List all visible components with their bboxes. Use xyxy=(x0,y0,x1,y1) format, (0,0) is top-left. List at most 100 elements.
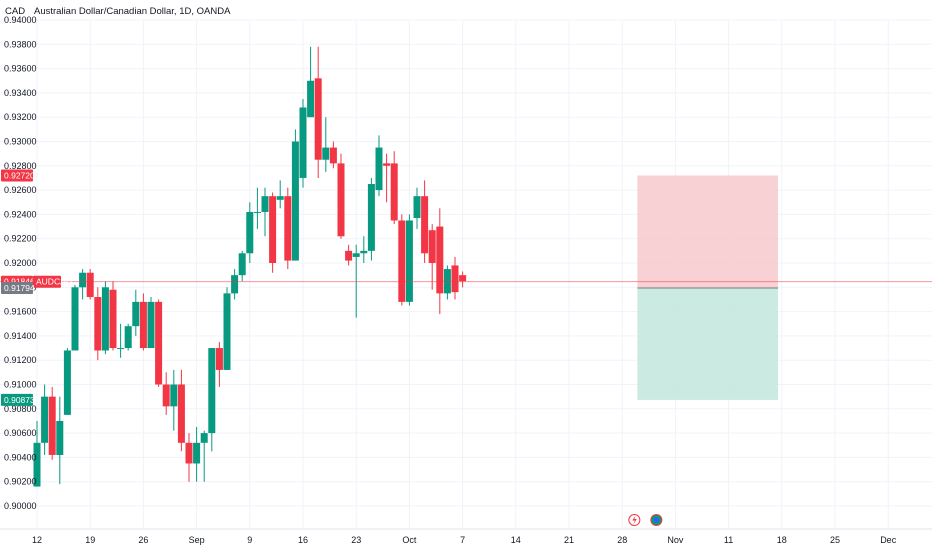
candle-body xyxy=(253,211,261,213)
candle-body xyxy=(367,184,375,251)
currency-label: CAD xyxy=(5,6,25,17)
candle-body xyxy=(413,196,421,219)
y-tick-label: 0.93800 xyxy=(4,39,37,49)
candle-body xyxy=(223,293,231,370)
candle-body xyxy=(48,396,56,455)
symbol-tag: AUDCAD xyxy=(36,277,72,287)
y-tick-label: 0.92400 xyxy=(4,209,37,219)
x-tick-label: 16 xyxy=(298,535,308,545)
stop-price-tag: 0.92720 xyxy=(4,171,35,181)
candle-body xyxy=(109,289,117,349)
candle-body xyxy=(94,297,102,351)
candle-body xyxy=(307,80,315,118)
candle-body xyxy=(337,163,345,237)
candle-body xyxy=(269,196,277,263)
candle-body xyxy=(443,269,451,294)
x-tick-label: 21 xyxy=(564,535,574,545)
y-tick-label: 0.92600 xyxy=(4,185,37,195)
x-tick-label: 7 xyxy=(460,535,465,545)
y-tick-label: 0.91000 xyxy=(4,380,37,390)
x-tick-label: 18 xyxy=(777,535,787,545)
y-tick-label: 0.91600 xyxy=(4,307,37,317)
y-tick-label: 0.90800 xyxy=(4,404,37,414)
y-tick-label: 0.90600 xyxy=(4,428,37,438)
y-tick-label: 0.92000 xyxy=(4,258,37,268)
x-tick-label: 12 xyxy=(32,535,42,545)
event-icons[interactable] xyxy=(628,514,663,526)
candle-body xyxy=(398,220,406,302)
take-profit-zone[interactable] xyxy=(637,288,778,400)
candle-body xyxy=(71,287,79,351)
x-tick-label: Sep xyxy=(189,535,205,545)
entry-price-tag: 0.91794 xyxy=(4,283,35,293)
grid xyxy=(0,19,932,528)
x-tick-label: Oct xyxy=(402,535,417,545)
y-tick-label: 0.93600 xyxy=(4,64,37,74)
y-tick-label: 0.93000 xyxy=(4,137,37,147)
stop-price-tag-bg xyxy=(1,169,33,182)
candle-body xyxy=(208,348,216,434)
candle-body xyxy=(63,350,71,415)
candle-body xyxy=(132,301,140,327)
y-tick-label: 0.90200 xyxy=(4,477,37,487)
candle-body xyxy=(177,384,185,443)
candle-body xyxy=(124,326,132,349)
candle-body xyxy=(284,196,292,261)
y-tick-label: 0.92800 xyxy=(4,161,37,171)
y-tick-label: 0.93400 xyxy=(4,88,37,98)
candles xyxy=(33,46,467,487)
x-tick-label: 26 xyxy=(138,535,148,545)
candle-body xyxy=(79,272,87,288)
x-tick-label: 28 xyxy=(617,535,627,545)
candle-body xyxy=(428,230,436,263)
candle-body xyxy=(314,78,322,160)
x-axis[interactable]: 12 19 26 Sep 9 16 23 Oct 7 14 21 28 Nov 11 18 25 Dec xyxy=(0,528,932,545)
candle-body xyxy=(155,301,163,385)
candle-body xyxy=(405,220,413,302)
candle-body xyxy=(329,147,337,164)
y-tick-label: 0.91200 xyxy=(4,355,37,365)
candle-body xyxy=(459,275,467,282)
y-tick-label: 0.94000 xyxy=(4,15,37,25)
candle-body xyxy=(436,226,444,294)
candle-body xyxy=(246,211,254,254)
x-tick-label: Nov xyxy=(667,535,684,545)
x-tick-label: 14 xyxy=(511,535,521,545)
x-tick-label: 25 xyxy=(830,535,840,545)
candle-body xyxy=(147,301,155,349)
stop-loss-zone[interactable] xyxy=(637,175,778,289)
candle-body xyxy=(299,107,307,178)
y-tick-label: 0.93200 xyxy=(4,112,37,122)
candle-body xyxy=(185,442,193,464)
candle-body xyxy=(139,301,147,349)
globe-flag-glyph xyxy=(653,517,659,523)
x-tick-label: 19 xyxy=(85,535,95,545)
y-axis[interactable]: 0.94000 0.93800 0.93600 0.93400 0.93200 0.930… xyxy=(4,15,37,511)
candle-body xyxy=(162,384,170,407)
y-tick-label: 0.91400 xyxy=(4,331,37,341)
candle-body xyxy=(352,253,360,257)
x-tick-label: 11 xyxy=(724,535,733,545)
candle-body xyxy=(86,272,94,298)
candle-body xyxy=(421,196,429,254)
candle-body xyxy=(375,147,383,191)
candle-body xyxy=(41,396,49,443)
candle-body xyxy=(261,196,269,212)
candle-body xyxy=(390,163,398,221)
current-price-tag: 0.91846 xyxy=(4,277,35,287)
candle-body xyxy=(322,147,330,160)
candle-body xyxy=(345,250,353,261)
candle-body xyxy=(276,196,284,200)
position-zones[interactable] xyxy=(637,175,778,400)
candle-body xyxy=(193,442,201,464)
y-tick-label: 0.90000 xyxy=(4,501,37,511)
candle-body xyxy=(291,141,299,261)
candle-body xyxy=(170,384,178,407)
x-tick-label: Dec xyxy=(880,535,897,545)
target-price-tag: 0.90873 xyxy=(4,395,35,405)
candle-body xyxy=(383,163,391,166)
candle-body xyxy=(101,287,109,351)
